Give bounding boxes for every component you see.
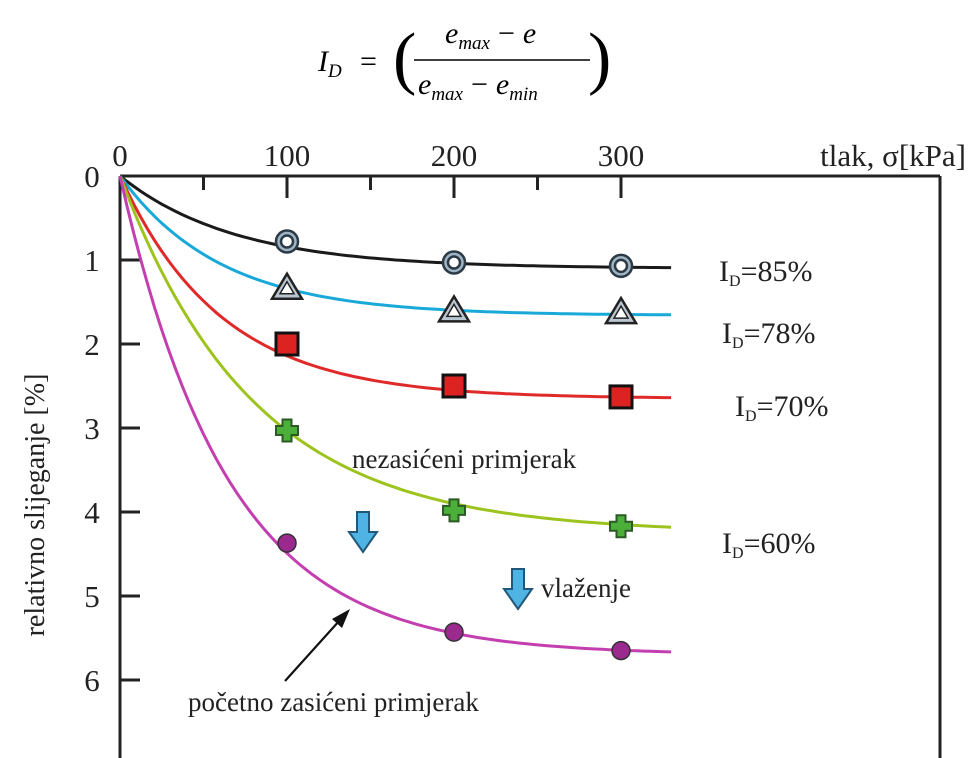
annotation-wetting: vlaženje [541,573,631,603]
settlement-chart: 0 100 200 300 0 1 2 3 4 5 6 tlak, σ[kPa] relativn… [20,138,966,758]
marker-cross [442,498,466,523]
marker-series-1 [441,250,467,275]
series-label-3: ID=70% [735,390,828,425]
marker-series-2 [269,271,305,300]
series-label-1: ID=85% [719,255,812,290]
series-labels: ID=85% ID=78% ID=70% ID=60% [719,255,828,562]
wetting-arrow-right [502,568,534,611]
curve-series-3 [118,175,672,400]
marker-square [608,384,634,410]
formula-left-paren: ( [393,20,416,97]
marker-series-2 [436,293,472,323]
curve-series-1 [119,174,672,270]
y-tick-label: 3 [84,411,100,446]
markers [269,229,639,661]
formula-lhs: ID [317,45,342,82]
x-tick-label: 0 [112,138,128,173]
marker-series-3 [608,384,634,410]
marker-circle [277,533,297,553]
marker-triangle-inner [278,280,296,295]
marker-series-1 [608,253,634,279]
y-tick-label: 1 [84,243,100,278]
marker-square [441,373,467,399]
x-tick-label: 300 [598,138,645,173]
marker-circle [444,622,464,642]
formula-denominator: emax − emin [418,68,538,105]
marker-circle [611,640,631,661]
curve-series-5 [118,175,672,654]
marker-inner-ring [613,258,629,274]
x-tick-label: 100 [264,138,311,173]
axes [118,174,942,758]
marker-series-4 [442,498,466,523]
marker-square [274,331,300,357]
formula: ID = ( emax − e emax − emin ) [317,17,611,105]
y-tick-label: 4 [84,495,100,530]
marker-triangle-inner [612,304,630,319]
formula-equals: = [360,45,377,78]
marker-series-4 [275,418,299,443]
y-ticks: 0 1 2 3 4 5 6 [84,159,140,698]
series-label-2: ID=78% [722,317,815,352]
pointer-arrow [284,609,350,682]
marker-series-3 [274,331,300,357]
formula-right-paren: ) [588,20,611,97]
curve-series-2 [118,175,672,317]
marker-inner-ring [279,234,295,249]
wetting-arrow-left [347,511,379,554]
series-label-4: ID=60% [722,527,815,562]
annotation-unsaturated: nezasićeni primjerak [352,444,577,474]
marker-series-2 [603,295,639,325]
marker-series-5 [277,533,297,553]
curves [118,174,672,654]
marker-series-5 [611,640,631,661]
annotation-initially-saturated: početno zasićeni primjerak [188,687,479,717]
x-ticks: 0 100 200 300 [112,138,644,198]
marker-series-4 [609,514,633,539]
marker-triangle-inner [445,302,463,318]
x-tick-label: 200 [431,138,478,173]
curve-series-4 [118,175,672,529]
formula-numerator: emax − e [445,17,536,54]
x-axis-label: tlak, σ[kPa] [820,138,966,173]
y-tick-label: 5 [84,579,100,614]
y-tick-label: 2 [84,327,100,362]
marker-series-1 [274,229,300,254]
y-tick-label: 6 [84,663,100,698]
y-tick-label: 0 [84,159,100,194]
y-axis-label: relativno slijeganje [%] [20,374,51,637]
marker-series-3 [441,373,467,399]
marker-cross [275,418,299,443]
marker-inner-ring [446,255,462,270]
marker-series-5 [444,622,464,642]
marker-cross [609,514,633,539]
